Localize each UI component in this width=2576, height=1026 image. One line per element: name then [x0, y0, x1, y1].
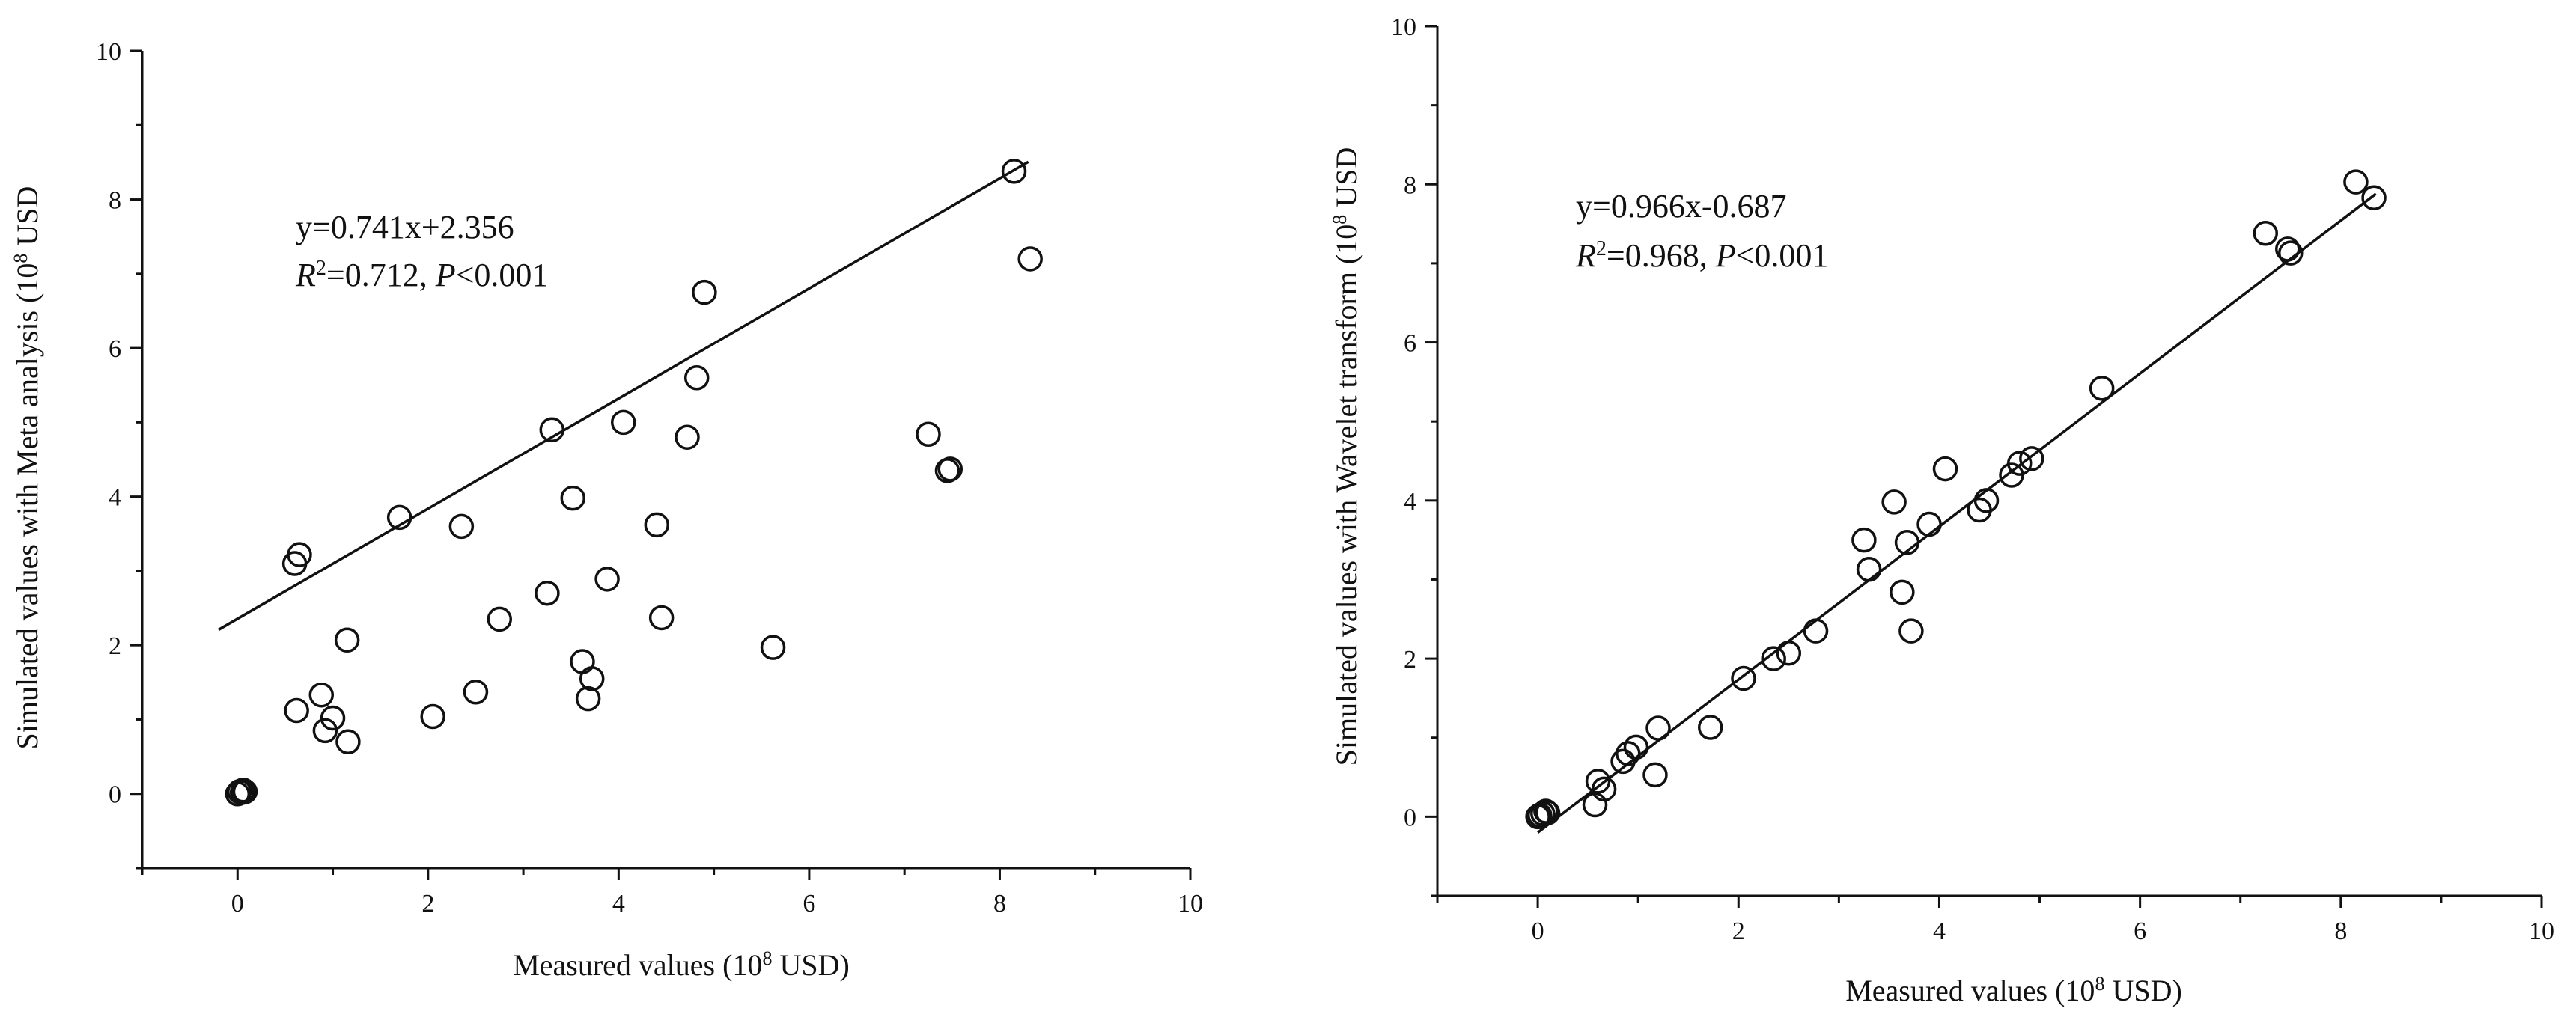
data-point — [448, 513, 475, 540]
x-tick-label: 0 — [1532, 917, 1544, 945]
data-point — [1851, 527, 1877, 553]
data-point — [284, 697, 309, 724]
data-point — [594, 567, 620, 592]
data-point — [386, 504, 412, 531]
data-point — [1856, 556, 1882, 582]
data-point — [2343, 169, 2369, 195]
data-point — [760, 635, 786, 660]
y-axis-title: Simulated values with Wavelet transform … — [1329, 147, 1364, 766]
data-point — [312, 718, 338, 744]
data-point — [1585, 769, 1611, 794]
y-tick-label: 10 — [96, 38, 121, 66]
x-tick-label: 6 — [2134, 917, 2146, 945]
data-point — [2253, 221, 2278, 246]
data-point — [560, 485, 586, 511]
x-tick-label: 4 — [1933, 917, 1946, 945]
data-point — [334, 627, 360, 653]
data-point — [1645, 715, 1671, 741]
y-tick-label: 4 — [1404, 488, 1416, 516]
data-point — [1932, 456, 1958, 482]
data-point — [570, 649, 595, 674]
data-point — [916, 421, 941, 447]
data-point — [575, 685, 601, 712]
meta-analysis-chart: Simulated values with Meta analysis (108… — [10, 38, 1204, 982]
data-point — [1881, 489, 1907, 515]
data-point — [320, 705, 346, 731]
data-point — [1916, 511, 1942, 537]
data-point — [1731, 665, 1756, 691]
y-tick-label: 10 — [1391, 13, 1416, 41]
y-tick-label: 0 — [1404, 804, 1416, 831]
data-point — [1697, 715, 1723, 740]
data-point — [1642, 762, 1668, 788]
data-point — [1776, 640, 1802, 666]
data-point — [1973, 488, 2000, 513]
x-tick-label: 6 — [803, 890, 815, 917]
data-point — [644, 512, 670, 538]
data-point — [308, 682, 335, 708]
y-tick-label: 2 — [1404, 646, 1416, 674]
data-point — [2278, 240, 2304, 266]
y-axis-title: Simulated values with Meta analysis (108… — [10, 186, 45, 750]
data-point — [1535, 800, 1561, 825]
data-point — [2089, 376, 2115, 401]
data-point — [1898, 618, 1924, 644]
x-tick-label: 0 — [231, 890, 244, 917]
y-tick-label: 6 — [109, 335, 121, 363]
regression-line — [217, 160, 1029, 632]
data-point — [1890, 579, 1915, 605]
data-point — [535, 580, 560, 606]
data-point — [1533, 798, 1559, 824]
data-point — [610, 409, 636, 436]
data-point — [937, 456, 963, 482]
data-point — [420, 703, 445, 730]
x-tick-label: 10 — [2529, 917, 2554, 945]
x-tick-label: 8 — [2334, 917, 2347, 945]
regression-stats: R2=0.712, P<0.001 — [295, 257, 548, 294]
data-point — [539, 417, 565, 443]
x-axis-title: Measured values (108 USD) — [513, 947, 850, 983]
data-point — [1001, 159, 1027, 184]
regression-stats: R2=0.968, P<0.001 — [1575, 237, 1828, 275]
data-point — [231, 778, 256, 803]
data-point — [1017, 246, 1043, 272]
x-tick-label: 2 — [421, 890, 434, 917]
data-point — [648, 605, 675, 631]
x-tick-label: 8 — [993, 890, 1006, 917]
data-point — [1616, 741, 1641, 766]
data-point — [1761, 646, 1786, 671]
x-tick-label: 10 — [1178, 890, 1203, 917]
y-tick-label: 4 — [109, 484, 121, 512]
data-point — [675, 424, 700, 450]
data-point — [1623, 734, 1649, 760]
y-tick-label: 8 — [1404, 171, 1416, 199]
y-tick-label: 6 — [1404, 330, 1416, 358]
wavelet-transform-chart: Simulated values with Wavelet transform … — [1329, 13, 2555, 1007]
y-tick-label: 2 — [109, 632, 121, 660]
data-point — [579, 666, 605, 691]
x-tick-label: 2 — [1732, 917, 1745, 945]
data-point — [1591, 776, 1617, 802]
data-point — [1803, 618, 1829, 644]
x-axis-title: Measured values (108 USD) — [1845, 973, 2182, 1008]
data-point — [232, 778, 258, 804]
y-tick-label: 8 — [109, 187, 121, 215]
data-point — [683, 365, 710, 391]
regression-equation: y=0.741x+2.356 — [296, 209, 514, 245]
regression-line — [1537, 192, 2377, 834]
data-point — [2019, 446, 2044, 471]
data-point — [2361, 185, 2387, 210]
data-point — [692, 279, 717, 305]
data-point — [287, 542, 312, 567]
data-point — [335, 729, 361, 754]
regression-equation: y=0.966x-0.687 — [1576, 188, 1786, 225]
data-point — [487, 606, 513, 632]
data-point — [463, 679, 489, 705]
data-point — [1894, 530, 1920, 555]
y-tick-label: 0 — [109, 781, 121, 809]
x-tick-label: 4 — [612, 890, 625, 917]
data-point — [2006, 451, 2033, 476]
data-point — [2275, 236, 2301, 262]
